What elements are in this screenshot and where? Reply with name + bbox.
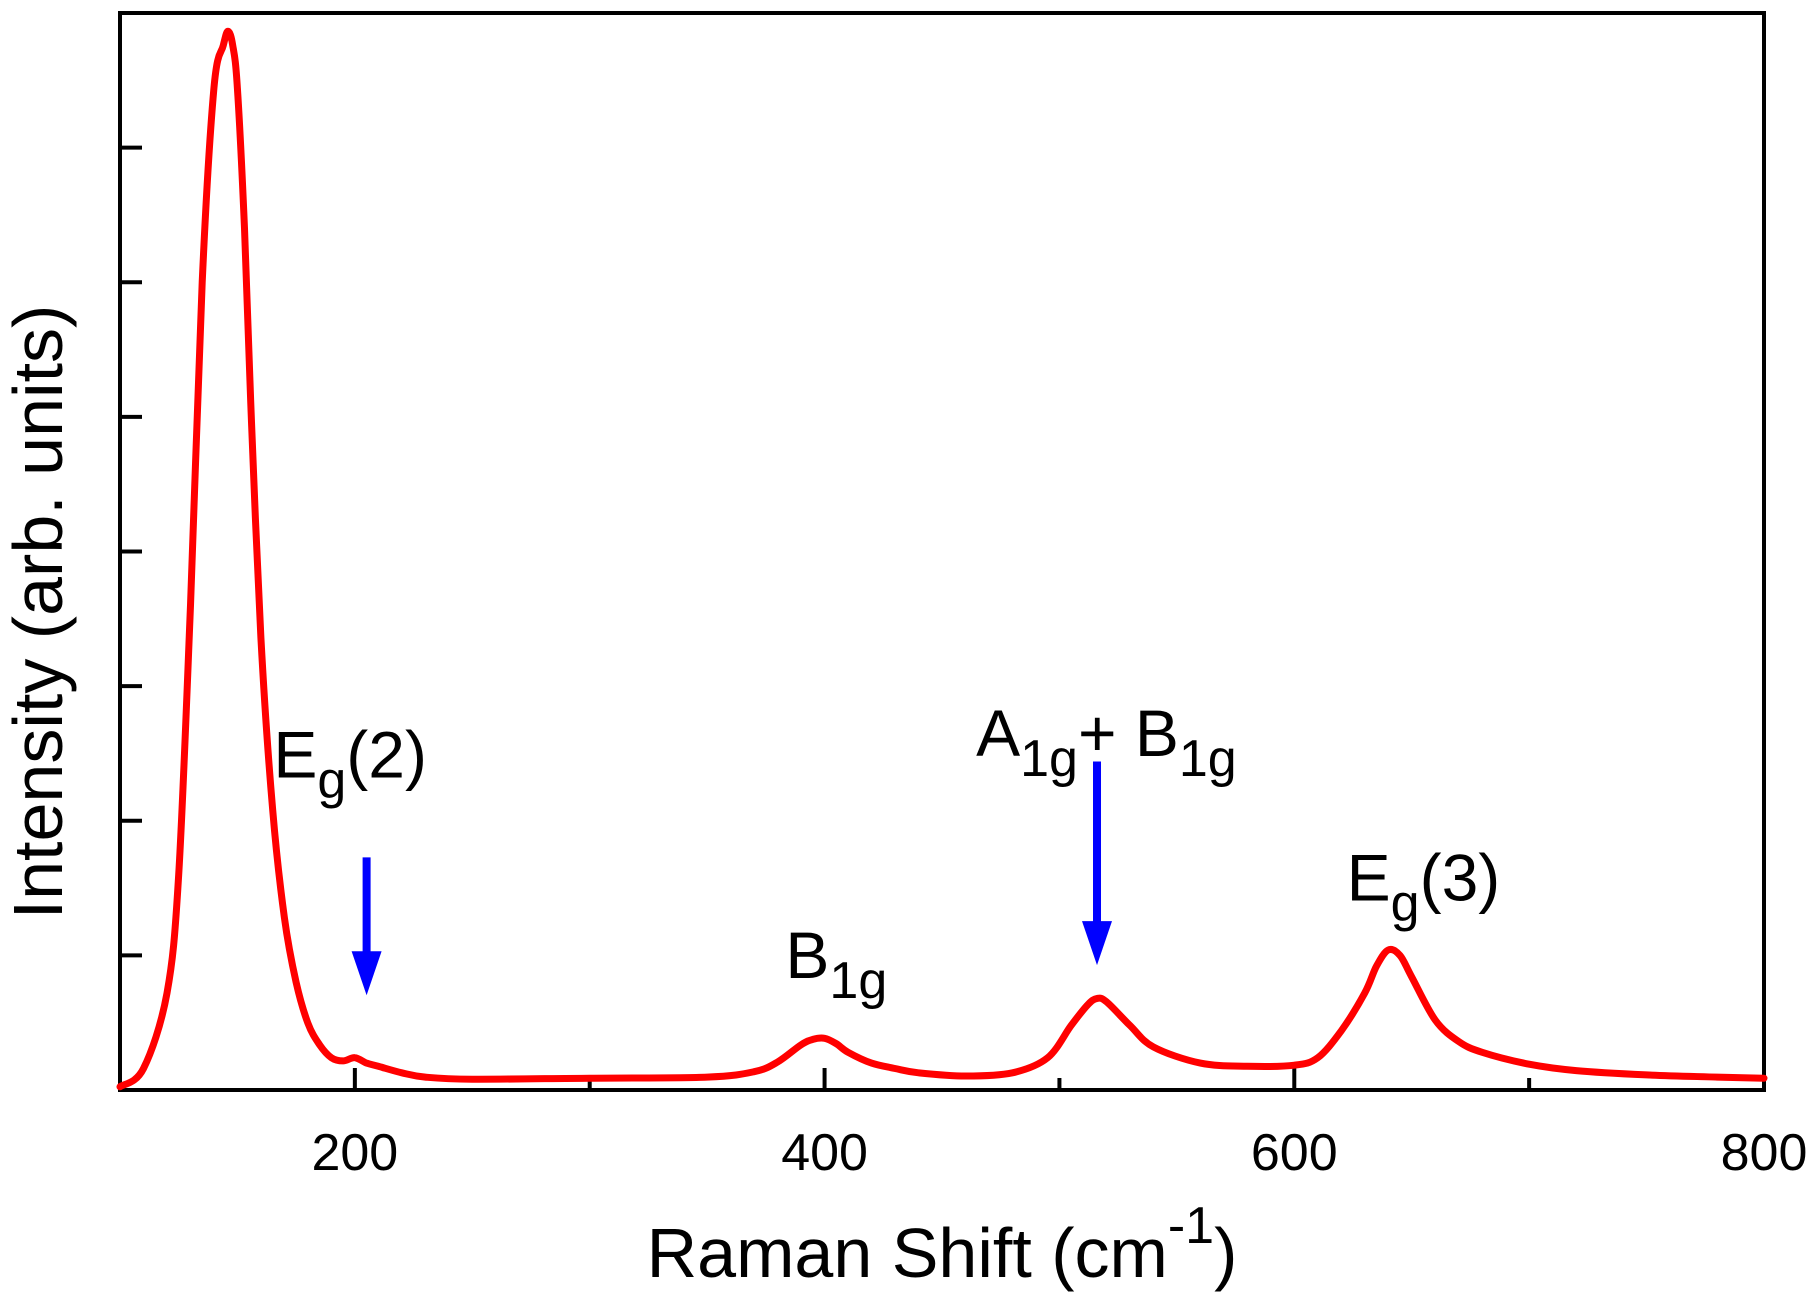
y-axis-ticks: [120, 11, 142, 958]
x-tick-label: 600: [1251, 1124, 1338, 1182]
peak-label: A1g+ B1g: [976, 696, 1237, 788]
y-axis-title: Intensity (arb. units): [0, 305, 77, 920]
spectrum-line: [116, 27, 1768, 1091]
arrow-head: [1082, 921, 1113, 966]
x-tick-label: 200: [311, 1124, 398, 1182]
x-axis-ticks: 200 400 600 800: [311, 1068, 1807, 1182]
x-tick-label: 400: [781, 1124, 868, 1182]
arrow-head: [351, 951, 382, 996]
peak-label: Eg(2): [273, 718, 427, 810]
peak-label: B1g: [785, 918, 887, 1010]
peak-label: Eg(3): [1347, 840, 1501, 932]
x-tick-label: 800: [1721, 1124, 1808, 1182]
x-axis-title: Raman Shift (cm-1): [647, 1197, 1238, 1292]
